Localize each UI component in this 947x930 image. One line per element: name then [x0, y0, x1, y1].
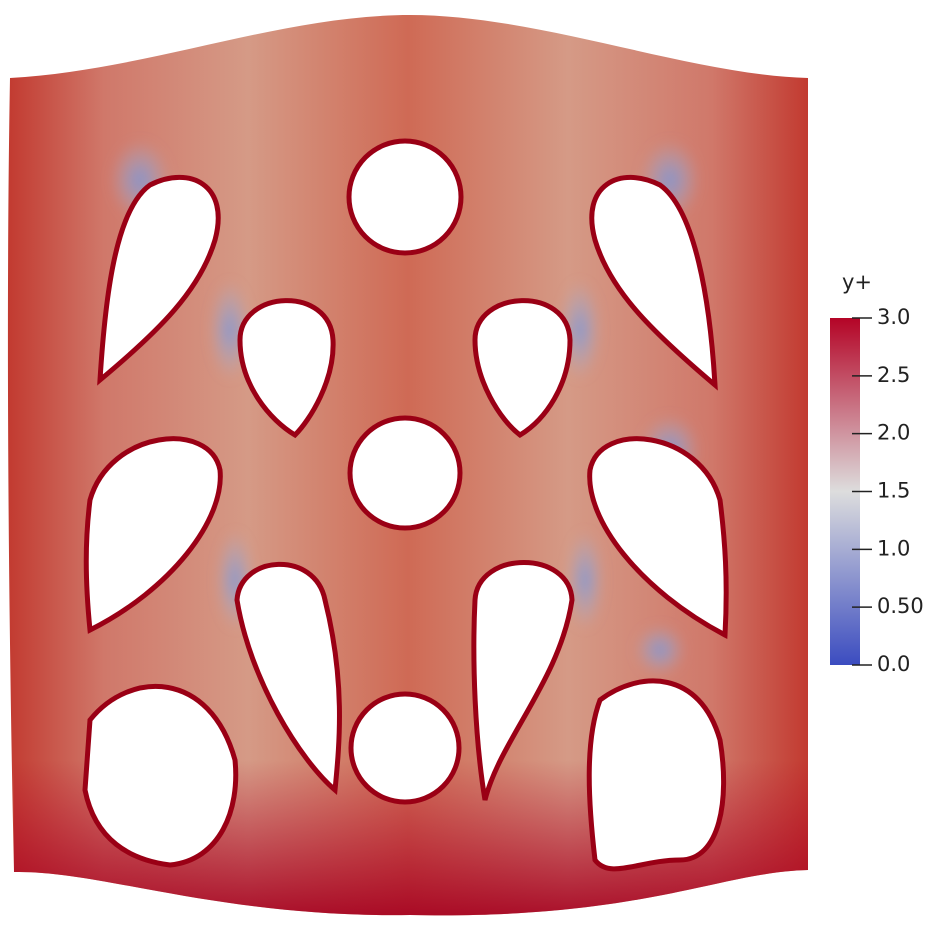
colorbar-tick-label: 0.50	[877, 594, 924, 618]
colorbar-tick-label: 1.5	[877, 479, 910, 503]
colorbar-tick-label: 1.0	[877, 536, 910, 560]
colorbar-tick-label: 2.5	[877, 363, 910, 387]
colorbar-title: y+	[842, 270, 872, 294]
colorbar-tick-label: 3.0	[877, 305, 910, 329]
field	[7, 15, 809, 916]
colorbar-tick-label: 0.0	[877, 652, 910, 676]
colorbar: y+ 0.0 0.50 1.0 1.5 2.0 2.5 3.0	[830, 270, 924, 676]
colorbar-tick-label: 2.0	[877, 421, 910, 445]
